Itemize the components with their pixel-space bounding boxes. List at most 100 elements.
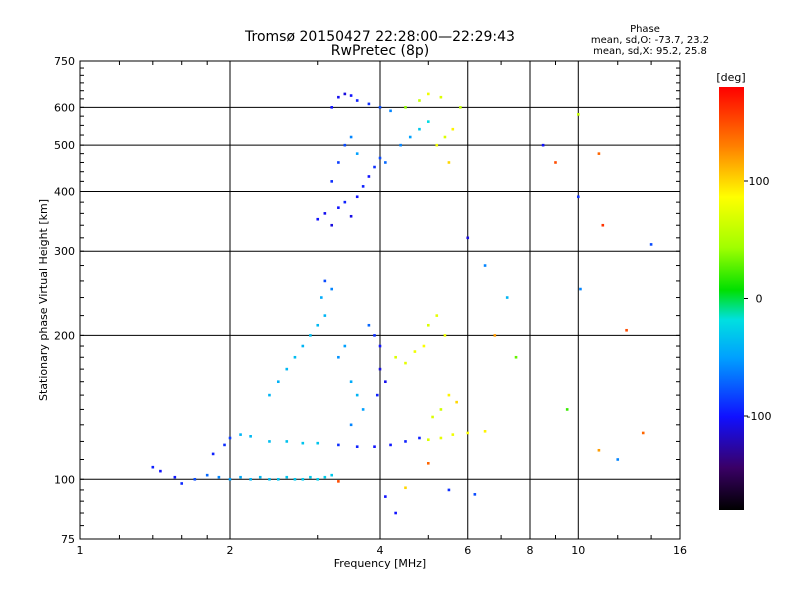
phase-heading: Phase — [630, 24, 660, 35]
data-point — [373, 165, 376, 169]
data-point — [455, 400, 458, 404]
data-point — [597, 152, 601, 155]
data-point — [447, 393, 451, 397]
data-point — [249, 435, 252, 438]
data-point — [330, 223, 334, 227]
x-tick-label: 8 — [527, 544, 534, 557]
y-tick-label: 500 — [54, 139, 75, 152]
data-point — [373, 445, 376, 448]
data-point — [384, 161, 387, 164]
data-point — [439, 436, 443, 440]
data-point — [394, 511, 397, 515]
colorbar-tick-label: -100 — [747, 410, 772, 423]
grid — [80, 61, 680, 539]
data-point — [276, 380, 280, 384]
y-axis-label: Stationary phase Virtual Height [km] — [37, 199, 50, 401]
data-point — [285, 440, 289, 443]
data-point — [649, 243, 653, 246]
data-point — [554, 161, 557, 164]
data-point — [541, 143, 545, 147]
data-point — [473, 493, 477, 496]
data-point — [193, 477, 197, 481]
y-tick-label: 200 — [54, 329, 75, 342]
data-point — [389, 443, 392, 447]
data-point — [565, 408, 569, 411]
data-point — [493, 334, 497, 337]
colorbar-ticks: 100 0 -100 — [744, 175, 771, 423]
data-point — [435, 314, 439, 317]
data-point — [268, 393, 271, 397]
data-point — [337, 206, 340, 209]
data-point — [316, 217, 320, 221]
data-point — [330, 180, 334, 183]
data-point — [355, 445, 359, 448]
data-point — [349, 380, 353, 384]
data-point — [418, 436, 421, 440]
data-point — [418, 127, 421, 131]
axis-ticks: 1 2 4 6 8 10 16 75 100 200 300 400 500 600 750 — [54, 55, 687, 557]
data-points — [151, 92, 653, 515]
data-point — [349, 135, 353, 139]
y-tick-label: 300 — [54, 245, 75, 258]
phase-stats-o: mean, sd,O: -73.7, 23.2 — [591, 35, 709, 46]
data-point — [355, 99, 359, 102]
data-point — [330, 106, 334, 109]
colorbar-tick-label: 100 — [749, 175, 770, 188]
x-axis-label: Frequency [MHz] — [334, 557, 426, 570]
y-tick-label: 100 — [54, 473, 75, 486]
data-point — [343, 92, 347, 96]
chart-subtitle: RwPretec (8p) — [331, 43, 429, 59]
y-tick-label: 600 — [54, 101, 75, 114]
data-point — [349, 423, 353, 427]
data-point — [367, 175, 371, 178]
data-point — [323, 475, 327, 479]
y-tick-label: 400 — [54, 185, 75, 198]
x-tick-label: 6 — [464, 544, 471, 557]
x-tick-label: 2 — [227, 544, 234, 557]
data-point — [228, 436, 232, 440]
data-point — [447, 488, 451, 492]
chart-title: Tromsø 20150427 22:28:00—22:29:43 — [244, 29, 515, 45]
data-point — [443, 334, 447, 337]
data-point — [268, 477, 271, 481]
data-point — [459, 106, 462, 109]
data-point — [413, 350, 417, 353]
data-point — [349, 214, 353, 218]
data-point — [404, 361, 407, 365]
y-tick-label: 750 — [54, 55, 75, 68]
data-point — [361, 185, 365, 188]
data-point — [451, 127, 455, 131]
data-point — [301, 344, 305, 348]
data-point — [404, 486, 407, 490]
data-point — [223, 443, 226, 447]
data-point — [316, 441, 320, 445]
x-tick-label: 10 — [571, 544, 585, 557]
data-point — [276, 477, 280, 481]
data-point — [579, 287, 582, 291]
data-point — [316, 477, 320, 481]
data-point — [384, 380, 387, 384]
data-point — [173, 475, 177, 479]
data-point — [426, 323, 430, 327]
data-point — [443, 135, 447, 139]
data-point — [316, 323, 320, 327]
data-point — [320, 296, 323, 299]
x-tick-label: 16 — [673, 544, 687, 557]
data-point — [408, 135, 412, 139]
data-point — [343, 200, 347, 204]
data-point — [151, 465, 155, 469]
data-point — [323, 279, 327, 283]
data-point — [301, 477, 305, 481]
data-point — [641, 431, 645, 435]
data-point — [435, 143, 439, 147]
data-point — [249, 477, 252, 481]
data-point — [394, 355, 397, 359]
phase-legend: Phase mean, sd,O: -73.7, 23.2 mean, sd,X… — [591, 24, 709, 57]
data-point — [483, 430, 487, 433]
data-point — [367, 323, 371, 327]
data-point — [431, 415, 434, 419]
data-point — [451, 433, 455, 436]
data-point — [597, 448, 601, 452]
data-point — [337, 95, 340, 99]
data-point — [217, 475, 221, 479]
